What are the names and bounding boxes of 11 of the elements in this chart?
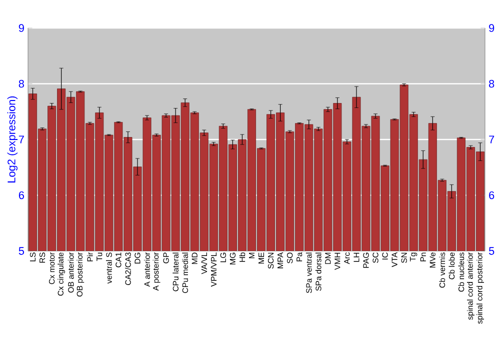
y-tick-label: 8 xyxy=(18,80,24,88)
y-tick-label: 7 xyxy=(18,136,24,144)
y-tick-label: 9 xyxy=(18,24,24,32)
y-tick-label: 5 xyxy=(18,247,24,255)
y2-tick-label: 7 xyxy=(489,136,494,144)
y2-tick-label: 6 xyxy=(489,191,494,200)
y2-tick-label: 9 xyxy=(489,24,494,32)
y-tick-label: 6 xyxy=(18,191,24,200)
y-axis-title: Log2 (expression) xyxy=(7,96,18,182)
y2-tick-label: 5 xyxy=(488,247,494,255)
y2-tick-label: 8 xyxy=(488,80,494,88)
